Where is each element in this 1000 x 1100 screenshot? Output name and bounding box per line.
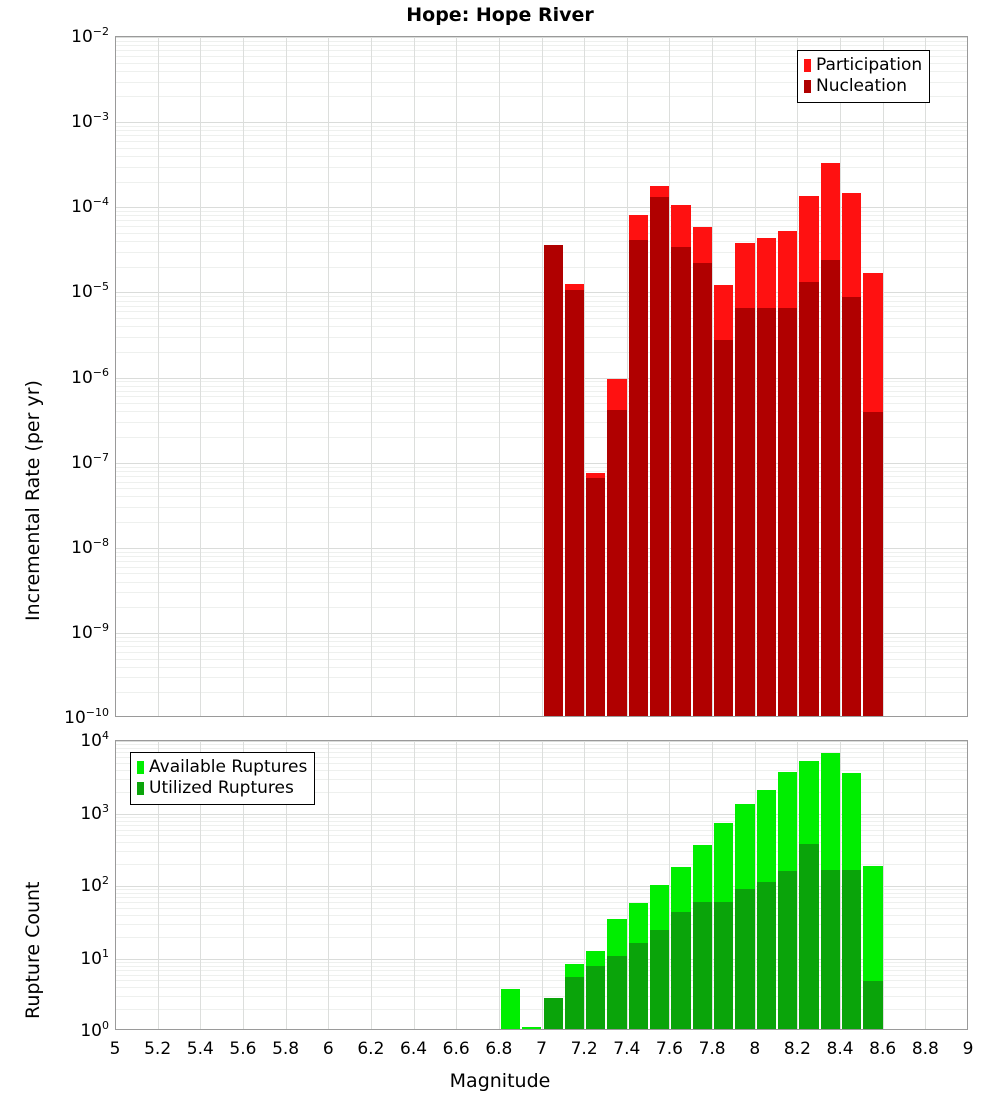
legend-swatch-available-ruptures (137, 761, 144, 774)
bottom-legend: Available Ruptures Utilized Ruptures (130, 752, 315, 805)
x-tick-label: 8.6 (869, 1039, 896, 1059)
x-tick-label: 8 (749, 1039, 760, 1059)
y-tick-label: 102 (80, 874, 109, 896)
x-tick-label: 6.4 (400, 1039, 427, 1059)
x-tick-label: 5.6 (229, 1039, 256, 1059)
legend-label-utilized-ruptures: Utilized Ruptures (149, 780, 294, 797)
x-tick-label: 7.2 (571, 1039, 598, 1059)
legend-label-available-ruptures: Available Ruptures (149, 759, 307, 776)
x-tick-label: 5 (110, 1039, 121, 1059)
x-tick-label: 6 (323, 1039, 334, 1059)
x-tick-label: 9 (963, 1039, 974, 1059)
bottom-y-axis-label: Rupture Count (22, 882, 44, 1020)
y-tick-label: 101 (80, 947, 109, 969)
legend-entry-available-ruptures: Available Ruptures (137, 757, 307, 778)
x-axis-ticks: 5 5.2 5.4 5.6 5.8 6 6.2 6.4 6.6 6.8 7 7.2 7.4 7.6 7.8 8… (0, 1039, 1000, 1063)
legend-swatch-utilized-ruptures (137, 782, 144, 795)
x-tick-label: 6.2 (357, 1039, 384, 1059)
x-tick-label: 7.4 (613, 1039, 640, 1059)
y-tick-label: 103 (80, 802, 109, 824)
x-tick-label: 7.6 (656, 1039, 683, 1059)
y-tick-label: 104 (80, 729, 109, 751)
y-tick-label: 100 (80, 1019, 109, 1041)
x-tick-label: 5.2 (144, 1039, 171, 1059)
x-tick-label: 8.4 (827, 1039, 854, 1059)
bottom-y-axis-ticks: 104 103 102 101 100 (0, 0, 1000, 1100)
x-tick-label: 5.4 (187, 1039, 214, 1059)
x-tick-label: 5.8 (272, 1039, 299, 1059)
x-tick-label: 6.8 (485, 1039, 512, 1059)
x-tick-label: 8.8 (912, 1039, 939, 1059)
x-tick-label: 8.2 (784, 1039, 811, 1059)
x-tick-label: 6.6 (443, 1039, 470, 1059)
x-axis-label: Magnitude (0, 1070, 1000, 1092)
x-tick-label: 7 (536, 1039, 547, 1059)
legend-entry-utilized-ruptures: Utilized Ruptures (137, 778, 307, 799)
x-tick-label: 7.8 (699, 1039, 726, 1059)
